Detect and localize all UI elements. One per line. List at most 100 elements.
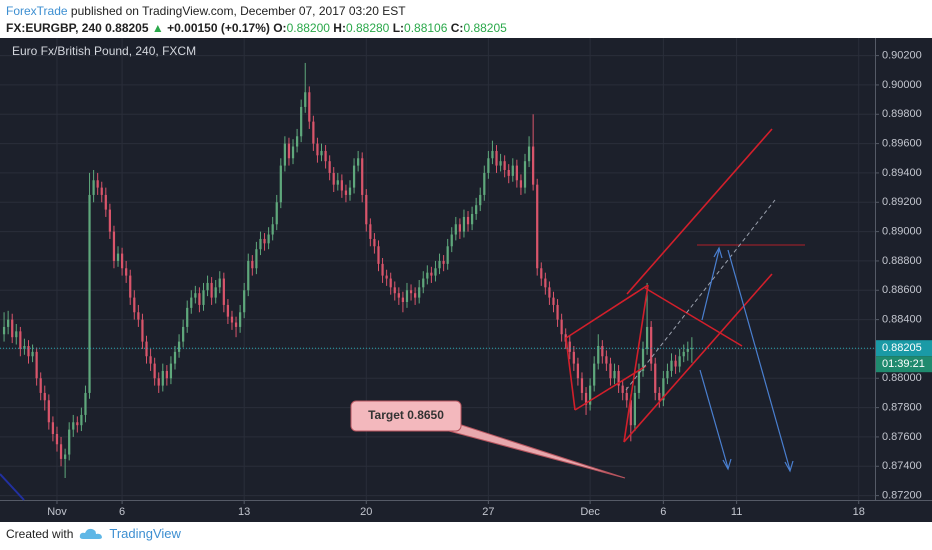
candle-body: [381, 263, 384, 276]
candle-body: [588, 385, 592, 405]
candle-body: [405, 290, 409, 302]
candle-body: [605, 356, 608, 364]
candle-body: [92, 180, 95, 195]
candle-body: [426, 272, 429, 279]
candle-body: [373, 238, 376, 247]
arrow: ▲: [151, 21, 164, 35]
candle-body: [662, 378, 665, 401]
candle-body: [479, 194, 482, 206]
candle-body: [666, 370, 669, 379]
candle-body: [177, 341, 181, 352]
candle-body: [161, 370, 164, 386]
candle-body: [137, 312, 140, 320]
candle-body: [475, 205, 478, 214]
candle-body: [243, 290, 246, 313]
chart: Target 0.8650 Euro Fx/British Pound, 240…: [0, 38, 932, 522]
candle-body: [116, 253, 120, 261]
candle-body: [324, 150, 327, 162]
x-tick-label: Nov: [47, 506, 67, 518]
candle-body: [418, 287, 421, 298]
brand[interactable]: TradingView: [109, 526, 181, 541]
candle-body: [55, 434, 59, 445]
candle-body: [540, 268, 543, 279]
x-tick-label: 13: [238, 506, 250, 518]
candle-body: [19, 331, 22, 349]
candle-body: [149, 356, 152, 364]
grid: [0, 38, 875, 500]
publish-line: ForexTrade published on TradingView.com,…: [6, 3, 507, 20]
candle-body: [438, 260, 441, 269]
arrow-line: [699, 369, 729, 469]
candle-body: [7, 319, 10, 327]
candle-body: [112, 231, 116, 261]
candle-body: [629, 400, 632, 426]
drawings: Target 0.8650: [0, 128, 805, 501]
candle-body: [369, 224, 372, 239]
candle-body: [446, 246, 449, 264]
candle-body: [458, 224, 462, 232]
candle-body: [470, 214, 474, 225]
candle-body: [536, 184, 539, 269]
y-tick-label: 0.89600: [882, 138, 922, 150]
candle-body: [23, 346, 26, 349]
y-tick-label: 0.87400: [882, 460, 922, 472]
candle-body: [625, 392, 628, 401]
candle-body: [206, 282, 209, 291]
ohlc-value: 0.88205: [463, 21, 507, 35]
candle-body: [308, 92, 311, 122]
candle-body: [283, 143, 287, 166]
candle-body: [76, 422, 79, 426]
candle-body: [584, 392, 588, 405]
ohlc-label: L:: [392, 21, 405, 35]
footer: Created with TradingView: [6, 526, 181, 541]
candle-body: [300, 106, 303, 137]
candle-body: [377, 246, 380, 264]
candle-body: [247, 260, 250, 291]
candle-body: [637, 370, 641, 393]
arrow-head: [784, 460, 794, 473]
arrow-head: [713, 246, 723, 259]
candle-body: [621, 385, 624, 393]
candle-body: [507, 170, 510, 176]
candle-body: [641, 348, 645, 371]
price: 0.88205: [105, 21, 149, 35]
candle-body: [413, 293, 417, 298]
candle-body: [2, 326, 6, 335]
candle-body: [462, 216, 466, 232]
channel-line: [644, 287, 743, 347]
candle-body: [287, 143, 291, 159]
y-tick-label: 0.87200: [882, 490, 922, 502]
candle-body: [230, 316, 234, 323]
candle-body: [226, 304, 230, 317]
candle-body: [59, 444, 63, 459]
legend: Euro Fx/British Pound, 240, FXCM: [12, 44, 196, 58]
candle-body: [11, 319, 14, 338]
candle-body: [385, 275, 388, 279]
author[interactable]: ForexTrade: [6, 4, 68, 18]
candle-body: [312, 121, 315, 144]
candle-body: [141, 319, 144, 342]
candle-body: [145, 341, 148, 357]
x-tick-label: 6: [660, 506, 666, 518]
candle-body: [389, 278, 392, 288]
candle-body: [100, 187, 103, 195]
countdown: 01:39:21: [882, 358, 925, 370]
created-with: Created with: [6, 526, 74, 541]
candle-body: [190, 297, 193, 308]
candle-body: [344, 190, 348, 195]
candle-body: [202, 290, 205, 305]
header: ForexTrade published on TradingView.com,…: [6, 3, 507, 37]
candle-body: [267, 234, 270, 244]
last-price-box: [876, 340, 932, 357]
symbol: FX:EURGBP, 240: [6, 21, 102, 35]
x-tick-label: 11: [731, 506, 742, 518]
candle-body: [279, 165, 282, 203]
candle-body: [80, 414, 83, 426]
candle-body: [430, 272, 433, 276]
candle-body: [291, 146, 295, 159]
candle-body: [544, 278, 547, 288]
candles: [2, 62, 693, 478]
logo: [80, 528, 103, 539]
candle-body: [133, 297, 136, 313]
candle-body: [552, 297, 555, 305]
